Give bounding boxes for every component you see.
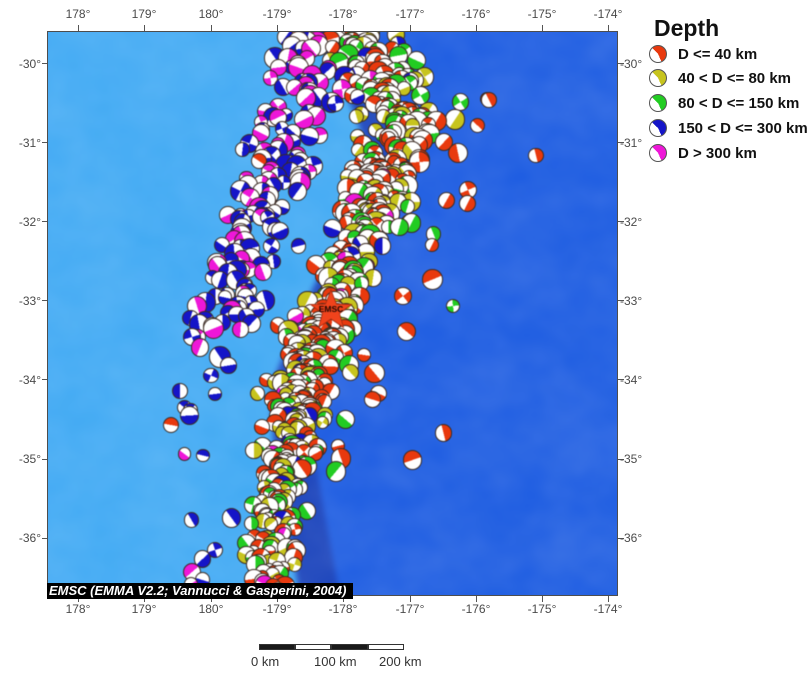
svg-text:EMSC: EMSC	[319, 304, 344, 314]
